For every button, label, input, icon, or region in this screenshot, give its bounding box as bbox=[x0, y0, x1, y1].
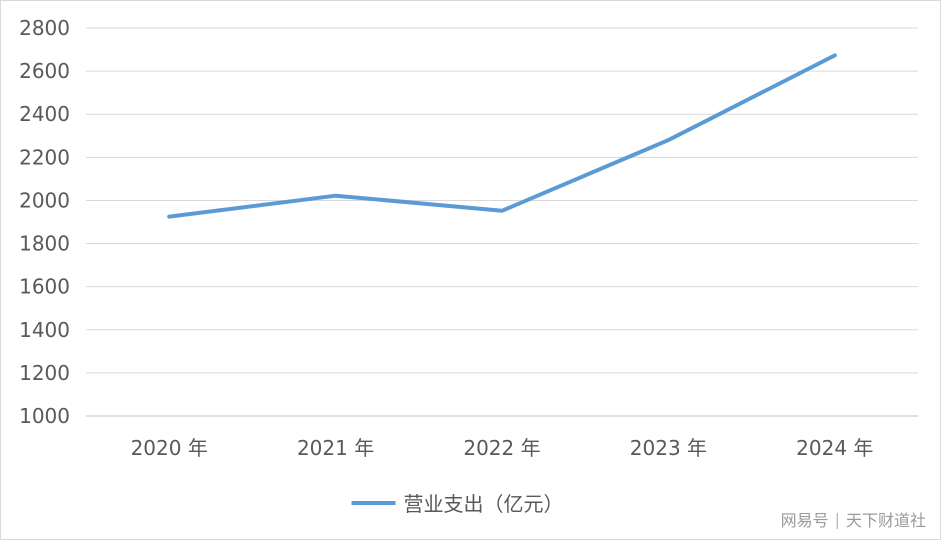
y-tick-label: 1800 bbox=[19, 232, 70, 256]
axes: 1000 1200 1400 1600 1800 2000 2200 2400 2600 2800… bbox=[19, 16, 873, 460]
y-tick-label: 1200 bbox=[19, 361, 70, 385]
gridlines bbox=[86, 28, 918, 416]
watermark: 网易号 | 天下财道社 bbox=[781, 507, 926, 531]
series-line bbox=[169, 55, 835, 216]
y-tick-label: 2200 bbox=[19, 145, 70, 169]
x-tick-label: 2020 年 bbox=[131, 436, 208, 460]
y-tick-label: 2400 bbox=[19, 102, 70, 126]
y-tick-label: 1400 bbox=[19, 318, 70, 342]
y-tick-label: 2800 bbox=[19, 16, 70, 40]
y-tick-label: 2600 bbox=[19, 59, 70, 83]
y-tick-label: 2000 bbox=[19, 188, 70, 212]
y-tick-label: 1600 bbox=[19, 275, 70, 299]
watermark-source: 天下财道社 bbox=[846, 507, 926, 531]
x-tick-label: 2021 年 bbox=[297, 436, 374, 460]
legend-label: 营业支出（亿元） bbox=[404, 492, 564, 516]
x-tick-label: 2023 年 bbox=[630, 436, 707, 460]
x-tick-label: 2022 年 bbox=[463, 436, 540, 460]
legend: 营业支出（亿元） bbox=[352, 492, 564, 516]
y-tick-label: 1000 bbox=[19, 404, 70, 428]
series-layer bbox=[169, 55, 835, 216]
x-tick-label: 2024 年 bbox=[796, 436, 873, 460]
watermark-separator: | bbox=[835, 510, 840, 529]
watermark-brand: 网易号 bbox=[781, 507, 829, 531]
